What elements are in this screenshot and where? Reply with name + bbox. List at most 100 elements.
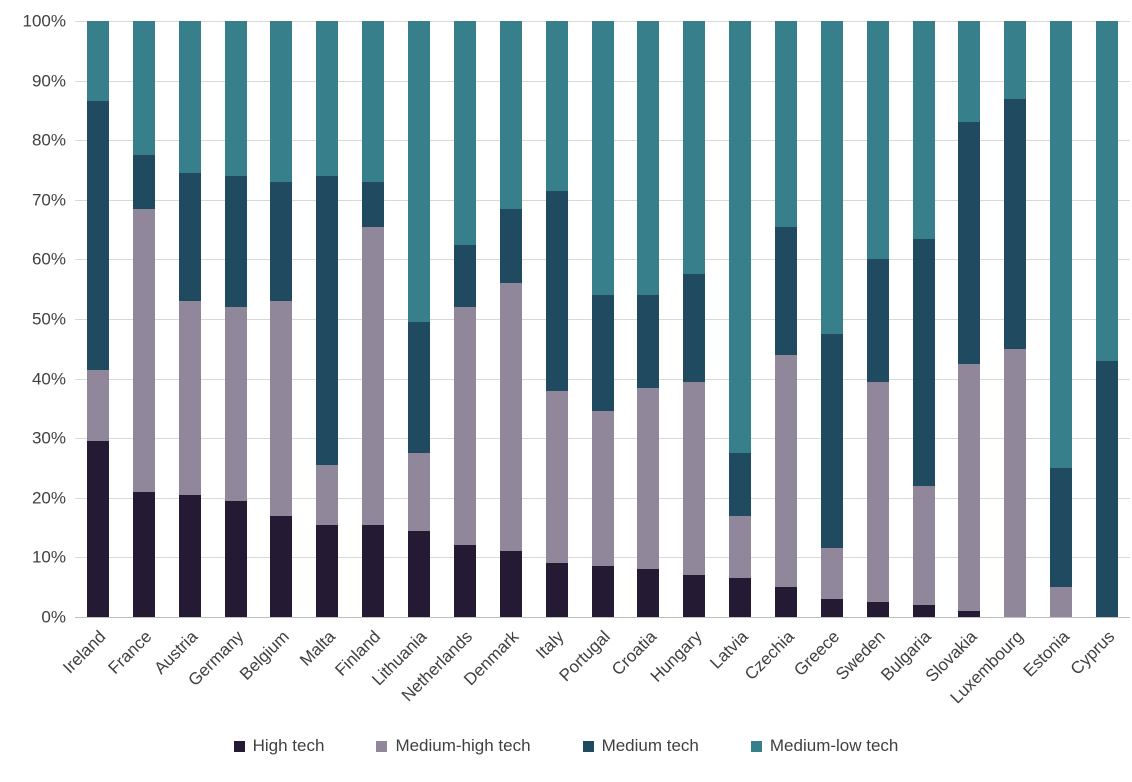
bar-segment-medium-tech <box>362 181 385 227</box>
legend-item-medium-low-tech: Medium-low tech <box>750 736 898 756</box>
bar-segment-medium-low-tech <box>1050 21 1073 469</box>
bar-finland <box>362 21 385 617</box>
y-tick-label: 60% <box>31 249 66 269</box>
bar-segment-medium-low-tech <box>866 21 889 260</box>
bar-segment-medium-low-tech <box>912 21 935 239</box>
bar-segment-medium-tech <box>453 244 476 308</box>
bar-france <box>132 21 155 617</box>
bar-lithuania <box>408 21 431 617</box>
legend-label: Medium tech <box>601 736 699 755</box>
bar-segment-medium-high-tech <box>408 453 431 531</box>
bar-segment-medium-high-tech <box>912 485 935 606</box>
bar-segment-medium-tech <box>774 226 797 355</box>
x-category-label-belgium: Belgium <box>235 627 293 684</box>
bar-segment-medium-tech <box>132 155 155 209</box>
bar-hungary <box>683 21 706 617</box>
y-tick-label: 90% <box>31 71 66 91</box>
bar-netherlands <box>453 21 476 617</box>
bar-estonia <box>1050 21 1073 617</box>
bar-segment-medium-low-tech <box>774 21 797 227</box>
bar-cyprus <box>1096 21 1119 617</box>
bar-segment-medium-high-tech <box>774 354 797 588</box>
legend: High tech Medium-high tech Medium tech Medi… <box>0 736 1132 756</box>
x-category-label-portugal: Portugal <box>555 627 614 686</box>
bar-segment-medium-high-tech <box>683 381 706 576</box>
y-tick-label: 30% <box>31 428 66 448</box>
bar-denmark <box>499 21 522 617</box>
bar-segment-medium-tech <box>1004 98 1027 349</box>
bar-segment-medium-tech <box>820 333 843 549</box>
legend-item-medium-high-tech: Medium-high tech <box>376 736 531 756</box>
bar-segment-medium-tech <box>86 101 109 370</box>
bar-segment-high-tech <box>545 563 568 617</box>
y-tick-label: 80% <box>31 130 66 150</box>
x-axis-line <box>75 617 1130 618</box>
y-tick-label: 20% <box>31 488 66 508</box>
bar-segment-medium-low-tech <box>224 21 247 176</box>
bar-segment-medium-high-tech <box>1050 587 1073 617</box>
x-axis-category-labels: Ireland France Austria Germany Belgium Malta F… <box>59 627 1130 732</box>
bar-segment-medium-high-tech <box>224 307 247 501</box>
bar-bulgaria <box>912 21 935 617</box>
x-category-label-estonia: Estonia <box>1019 627 1073 681</box>
bar-sweden <box>866 21 889 617</box>
bar-ireland <box>86 21 109 617</box>
bar-segment-medium-high-tech <box>591 411 614 567</box>
bar-segment-high-tech <box>499 551 522 617</box>
bar-segment-medium-tech <box>545 190 568 391</box>
bar-segment-medium-high-tech <box>132 208 155 492</box>
y-tick-label: 100% <box>22 11 66 31</box>
bar-segment-medium-low-tech <box>178 21 201 174</box>
legend-swatch-icon <box>233 740 245 752</box>
bar-segment-medium-tech <box>270 181 293 302</box>
bar-slovakia <box>958 21 981 617</box>
bar-segment-medium-tech <box>178 173 201 302</box>
bar-segment-high-tech <box>912 605 935 617</box>
bar-segment-high-tech <box>316 524 339 617</box>
bar-segment-medium-tech <box>866 259 889 382</box>
y-tick-label: 40% <box>31 369 66 389</box>
bar-czechia <box>774 21 797 617</box>
bar-segment-high-tech <box>453 545 476 617</box>
bar-portugal <box>591 21 614 617</box>
bar-segment-medium-tech <box>591 295 614 412</box>
bar-italy <box>545 21 568 617</box>
bar-latvia <box>729 21 752 617</box>
bar-segment-medium-high-tech <box>820 548 843 600</box>
bar-segment-medium-high-tech <box>958 363 981 612</box>
bar-segment-medium-low-tech <box>637 21 660 296</box>
bar-segment-medium-tech <box>912 238 935 486</box>
bar-segment-medium-low-tech <box>545 21 568 191</box>
y-tick-label: 70% <box>31 190 66 210</box>
bar-segment-medium-high-tech <box>86 369 109 442</box>
bar-segment-medium-low-tech <box>86 21 109 102</box>
bar-segment-high-tech <box>774 587 797 617</box>
bar-segment-medium-high-tech <box>1004 348 1027 617</box>
bar-segment-medium-high-tech <box>866 381 889 603</box>
bar-segment-medium-low-tech <box>316 21 339 176</box>
bar-segment-medium-tech <box>499 208 522 284</box>
x-category-label-czechia: Czechia <box>740 627 798 684</box>
bar-segment-medium-tech <box>316 175 339 466</box>
bar-segment-medium-low-tech <box>362 21 385 182</box>
bar-segment-medium-low-tech <box>132 21 155 156</box>
bar-segment-medium-low-tech <box>499 21 522 209</box>
legend-label: High tech <box>252 736 325 755</box>
bar-malta <box>316 21 339 617</box>
bar-segment-medium-high-tech <box>316 465 339 525</box>
bar-segment-medium-high-tech <box>270 301 293 516</box>
bar-segment-high-tech <box>270 515 293 617</box>
bar-segment-high-tech <box>408 530 431 617</box>
bar-segment-medium-high-tech <box>453 307 476 546</box>
x-category-label-cyprus: Cyprus <box>1066 627 1119 679</box>
legend-swatch-icon <box>376 740 388 752</box>
bar-luxembourg <box>1004 21 1027 617</box>
y-tick-label: 10% <box>31 547 66 567</box>
bar-segment-medium-high-tech <box>545 390 568 564</box>
legend-item-high-tech: High tech <box>233 736 325 756</box>
bar-belgium <box>270 21 293 617</box>
bar-segment-medium-tech <box>1096 360 1119 617</box>
bar-segment-high-tech <box>958 611 981 617</box>
bar-segment-high-tech <box>637 569 660 617</box>
